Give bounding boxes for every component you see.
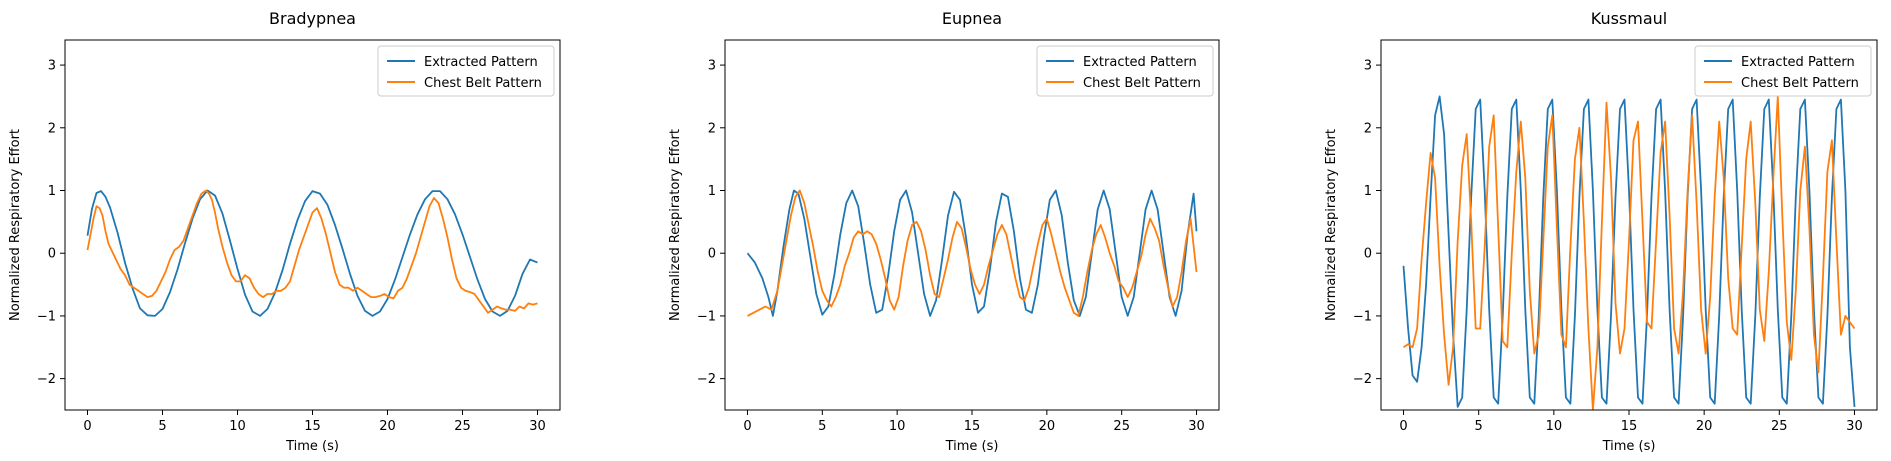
legend-label: Extracted Pattern xyxy=(1083,55,1197,70)
chart-title: Eupnea xyxy=(942,9,1002,28)
y-tick-label: 3 xyxy=(708,59,716,74)
y-tick-label: −2 xyxy=(37,372,56,387)
x-tick-label: 10 xyxy=(889,419,906,434)
y-tick-label: −2 xyxy=(1353,372,1372,387)
series-line-chest-belt xyxy=(86,189,538,314)
y-axis-label: Normalized Respiratory Effort xyxy=(1324,129,1339,321)
x-tick-label: 30 xyxy=(1846,419,1863,434)
legend-box xyxy=(377,45,555,97)
chart-panel-2: Eupnea 0 5 10 15 20 25 30 −2 −1 0 1 2 3 Time (s) Normal… xyxy=(668,9,1220,454)
legend-box xyxy=(1694,45,1872,97)
legend-label: Chest Belt Pattern xyxy=(424,76,542,91)
y-tick-label: 0 xyxy=(708,247,716,262)
legend: Extracted Pattern Chest Belt Pattern xyxy=(1694,45,1872,97)
series-line-chest-belt xyxy=(747,189,1198,317)
x-tick-label: 10 xyxy=(1546,419,1563,434)
chart-panel-1: Bradypnea 0 5 10 15 20 25 30 −2 −1 0 1 2 3 Time (s) Nor… xyxy=(8,9,561,454)
chart-title: Bradypnea xyxy=(269,9,356,28)
x-tick-label: 15 xyxy=(304,419,321,434)
series-line-chest-belt xyxy=(1402,95,1856,410)
legend-label: Chest Belt Pattern xyxy=(1083,76,1201,91)
x-tick-label: 25 xyxy=(1113,419,1130,434)
x-tick-label: 5 xyxy=(818,419,826,434)
legend: Extracted Pattern Chest Belt Pattern xyxy=(1036,45,1214,97)
legend-box xyxy=(1036,45,1214,97)
legend-label: Extracted Pattern xyxy=(424,55,538,70)
y-tick-label: 0 xyxy=(1364,247,1372,262)
x-axis-label: Time (s) xyxy=(285,439,339,454)
y-tick-label: 1 xyxy=(708,184,716,199)
x-tick-label: 5 xyxy=(1475,419,1483,434)
y-tick-label: 3 xyxy=(1364,59,1372,74)
legend-label: Extracted Pattern xyxy=(1741,55,1855,70)
x-tick-label: 25 xyxy=(454,419,471,434)
y-tick-label: 1 xyxy=(1364,184,1372,199)
chart-title: Kussmaul xyxy=(1591,9,1667,28)
x-tick-label: 30 xyxy=(529,419,546,434)
x-tick-label: 15 xyxy=(964,419,981,434)
x-tick-label: 0 xyxy=(743,419,751,434)
series-group xyxy=(746,189,1198,317)
series-group xyxy=(86,189,538,317)
legend-label: Chest Belt Pattern xyxy=(1741,76,1859,91)
y-axis-label: Normalized Respiratory Effort xyxy=(8,129,23,321)
x-tick-label: 5 xyxy=(158,419,166,434)
y-tick-label: 2 xyxy=(48,121,56,136)
y-tick-label: 1 xyxy=(48,184,56,199)
y-tick-label: 0 xyxy=(48,247,56,262)
x-tick-label: 20 xyxy=(379,419,396,434)
x-axis-label: Time (s) xyxy=(1602,439,1656,454)
y-tick-label: −1 xyxy=(1353,309,1372,324)
legend: Extracted Pattern Chest Belt Pattern xyxy=(377,45,555,97)
y-tick-label: 2 xyxy=(708,121,716,136)
series-group xyxy=(1402,95,1856,410)
y-axis-label: Normalized Respiratory Effort xyxy=(668,129,683,321)
series-line-extracted xyxy=(1402,95,1856,408)
x-tick-label: 30 xyxy=(1188,419,1205,434)
y-tick-label: 3 xyxy=(48,59,56,74)
x-tick-label: 25 xyxy=(1771,419,1788,434)
y-tick-label: 2 xyxy=(1364,121,1372,136)
x-tick-label: 20 xyxy=(1696,419,1713,434)
x-axis-label: Time (s) xyxy=(945,439,999,454)
y-tick-label: −2 xyxy=(697,372,716,387)
y-tick-label: −1 xyxy=(37,309,56,324)
series-line-extracted xyxy=(746,189,1198,317)
y-tick-label: −1 xyxy=(697,309,716,324)
x-tick-label: 10 xyxy=(229,419,246,434)
x-tick-label: 20 xyxy=(1039,419,1056,434)
x-tick-label: 0 xyxy=(83,419,91,434)
series-line-extracted xyxy=(86,189,538,317)
x-tick-label: 0 xyxy=(1399,419,1407,434)
x-tick-label: 15 xyxy=(1621,419,1638,434)
chart-panel-3: Kussmaul 0 5 10 15 20 25 30 −2 −1 0 1 2 3 Time (s) Norm… xyxy=(1324,9,1878,454)
